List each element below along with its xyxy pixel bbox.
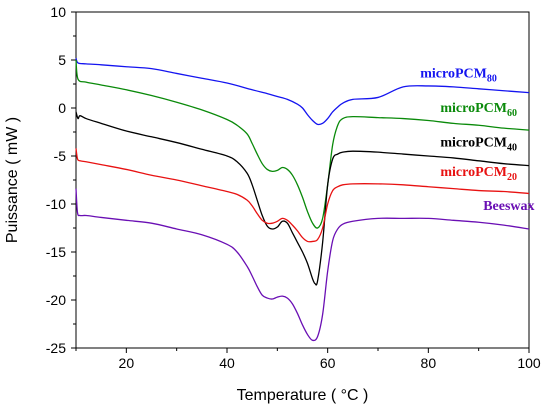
x-axis-title: Temperature ( °C ) (237, 387, 369, 404)
y-axis-title: Puissance ( mW ) (4, 117, 21, 243)
x-tick-label: 100 (517, 355, 541, 371)
series-label-micropcm20: microPCM20 (440, 165, 517, 183)
series-label-micropcm80: microPCM80 (420, 66, 497, 84)
y-tick-label: 0 (58, 100, 66, 116)
y-tick-label: 5 (58, 52, 66, 68)
y-tick-label: -15 (46, 244, 66, 260)
y-tick-label: -25 (46, 340, 66, 356)
series-label-beeswax: Beeswax (483, 199, 534, 214)
series-line-beeswax (75, 188, 530, 342)
x-tick-label: 80 (421, 355, 437, 371)
series-line-micropcm80 (75, 57, 530, 126)
series-line-micropcm20 (75, 148, 530, 243)
series-line-micropcm60 (75, 59, 530, 229)
y-tick-label: -20 (46, 292, 66, 308)
x-tick-label: 60 (320, 355, 336, 371)
series-line-micropcm40 (75, 111, 530, 286)
y-tick-label: -10 (46, 196, 66, 212)
series-label-micropcm40: microPCM40 (440, 135, 517, 153)
x-tick-label: 20 (119, 355, 135, 371)
y-tick-label: 10 (50, 4, 66, 20)
x-tick-label: 40 (219, 355, 235, 371)
y-tick-label: -5 (54, 148, 67, 164)
series-label-micropcm60: microPCM60 (440, 101, 517, 119)
